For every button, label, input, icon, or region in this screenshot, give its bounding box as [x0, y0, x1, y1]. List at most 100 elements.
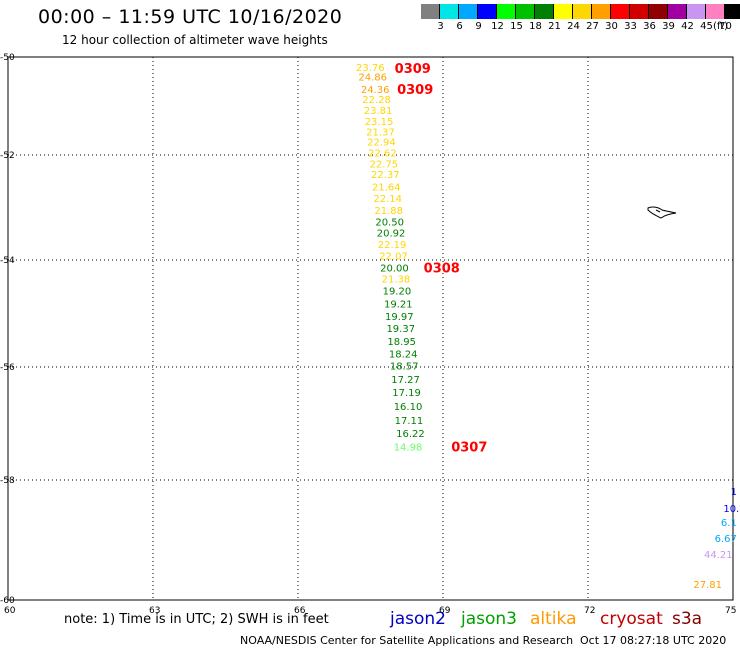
wave-height-label: 22.28	[362, 95, 391, 106]
wave-height-label: 17.27	[391, 375, 420, 386]
map-subtitle: 12 hour collection of altimeter wave hei…	[62, 33, 328, 47]
mission-s3a: s3a	[672, 609, 703, 629]
wave-height-label: 21.38	[382, 274, 411, 285]
lat-tick-label: -60	[0, 596, 15, 606]
legend-label: 45	[700, 21, 713, 32]
pass-time-label: 0308	[424, 262, 460, 277]
legend-swatch	[630, 4, 649, 19]
wave-height-label: 24.36	[361, 85, 390, 96]
legend-swatch	[706, 4, 725, 19]
lat-tick-label: -52	[0, 151, 15, 161]
legend-swatch	[649, 4, 668, 19]
mission-jason2: jason2	[390, 609, 446, 629]
legend-label: 6	[456, 21, 463, 32]
legend-swatch	[497, 4, 516, 19]
lon-tick-label: 60	[4, 606, 16, 616]
wave-height-label: 17.19	[392, 388, 421, 399]
legend-label: 12	[491, 21, 504, 32]
wave-height-label: 19.20	[383, 287, 412, 298]
legend-swatch	[478, 4, 497, 19]
lat-tick-label: -50	[0, 53, 15, 63]
lat-tick-label: -56	[0, 363, 15, 373]
lat-lon-grid	[8, 57, 733, 600]
mission-cryosat: cryosat	[600, 609, 663, 629]
footer-timestamp: Oct 17 08:27:18 UTC 2020	[580, 634, 727, 647]
wave-height-label: 22.75	[370, 160, 399, 171]
pass-time-label: 0307	[451, 441, 487, 456]
wave-height-label: 10.	[723, 504, 739, 515]
legend-swatch	[554, 4, 573, 19]
legend-label: 21	[548, 21, 561, 32]
wave-height-label: 16.10	[394, 402, 423, 413]
lon-tick-label: 75	[725, 606, 736, 616]
pass-time-label: 0309	[397, 83, 433, 98]
wave-height-label: 18.24	[389, 349, 418, 360]
legend-label: 9	[475, 21, 482, 32]
map-title: 00:00 – 11:59 UTC 10/16/2020	[38, 6, 343, 28]
wave-height-labels: 23.7624.8624.3622.2823.8123.1521.3722.94…	[356, 63, 739, 591]
legend-swatch	[535, 4, 554, 19]
axis-ticks: 60 63 66 69 72 75 -50 -52 -54 -56 -58 -60	[0, 53, 736, 616]
legend-swatch	[592, 4, 611, 19]
lat-tick-label: -58	[0, 476, 15, 486]
legend-label: 18	[529, 21, 542, 32]
heard-island-outline	[647, 206, 677, 219]
wave-height-label: 6.67	[715, 534, 737, 545]
wave-height-label: 22.94	[367, 137, 396, 148]
footer-credit: NOAA/NESDIS Center for Satellite Applica…	[240, 634, 574, 647]
legend-label: 42	[681, 21, 694, 32]
legend-label: 36	[643, 21, 656, 32]
footer-note: note: 1) Time is in UTC; 2) SWH is in fe…	[64, 612, 329, 627]
legend-label: 70	[719, 21, 732, 32]
lat-tick-label: -54	[0, 256, 15, 266]
wave-height-label: 21.37	[366, 128, 395, 139]
legend-label: 27	[586, 21, 599, 32]
wave-height-label: 16.22	[396, 429, 425, 440]
lon-tick-label: 66	[294, 606, 306, 616]
wave-height-label: 20.00	[380, 264, 409, 275]
legend-swatch	[611, 4, 630, 19]
wave-height-label: 44.21	[704, 550, 733, 561]
wave-height-label: 6.1	[721, 518, 737, 529]
legend-swatch	[725, 4, 740, 19]
wave-height-label: 22.37	[371, 170, 400, 181]
legend-swatch	[459, 4, 478, 19]
legend-swatch	[421, 4, 440, 19]
wave-height-legend	[421, 4, 740, 19]
mission-jason3: jason3	[461, 609, 517, 629]
wave-height-label: 22.19	[378, 240, 407, 251]
mission-altika: altika	[530, 609, 577, 629]
wave-height-label: 22.62	[368, 149, 397, 160]
wave-height-label: 23.81	[364, 106, 393, 117]
legend-swatch	[668, 4, 687, 19]
pass-time-labels: 0309 0309 0308 0307	[395, 62, 488, 456]
lon-tick-label: 69	[439, 606, 451, 616]
wave-height-label: 20.92	[377, 228, 406, 239]
legend-label: 33	[624, 21, 637, 32]
legend-label: 39	[662, 21, 675, 32]
legend-swatch	[573, 4, 592, 19]
wave-height-label: 18.57	[390, 362, 419, 373]
legend-unit: (ft)	[713, 21, 729, 32]
wave-height-label: 21.88	[374, 206, 403, 217]
wave-height-label: 19.21	[384, 300, 413, 311]
wave-height-label: 17.11	[395, 416, 424, 427]
wave-height-label: 18.95	[387, 337, 416, 348]
legend-label: 24	[567, 21, 580, 32]
wave-height-label: 27.81	[693, 580, 722, 591]
wave-height-label: 24.86	[358, 73, 387, 84]
legend-swatch	[440, 4, 459, 19]
legend-swatch	[687, 4, 706, 19]
wave-height-label: 19.37	[386, 324, 415, 335]
pass-time-label: 0309	[395, 62, 431, 77]
wave-height-label: 19.97	[385, 312, 414, 323]
wave-height-label: 23.76	[356, 63, 385, 74]
legend-label: 30	[605, 21, 618, 32]
legend-label: 3	[437, 21, 444, 32]
wave-height-label: 20.50	[375, 217, 404, 228]
wave-height-label: 22.07	[379, 252, 408, 263]
wave-height-label: 1	[731, 487, 737, 498]
lon-tick-label: 72	[584, 606, 595, 616]
legend-label: 15	[510, 21, 523, 32]
legend-swatch	[516, 4, 535, 19]
